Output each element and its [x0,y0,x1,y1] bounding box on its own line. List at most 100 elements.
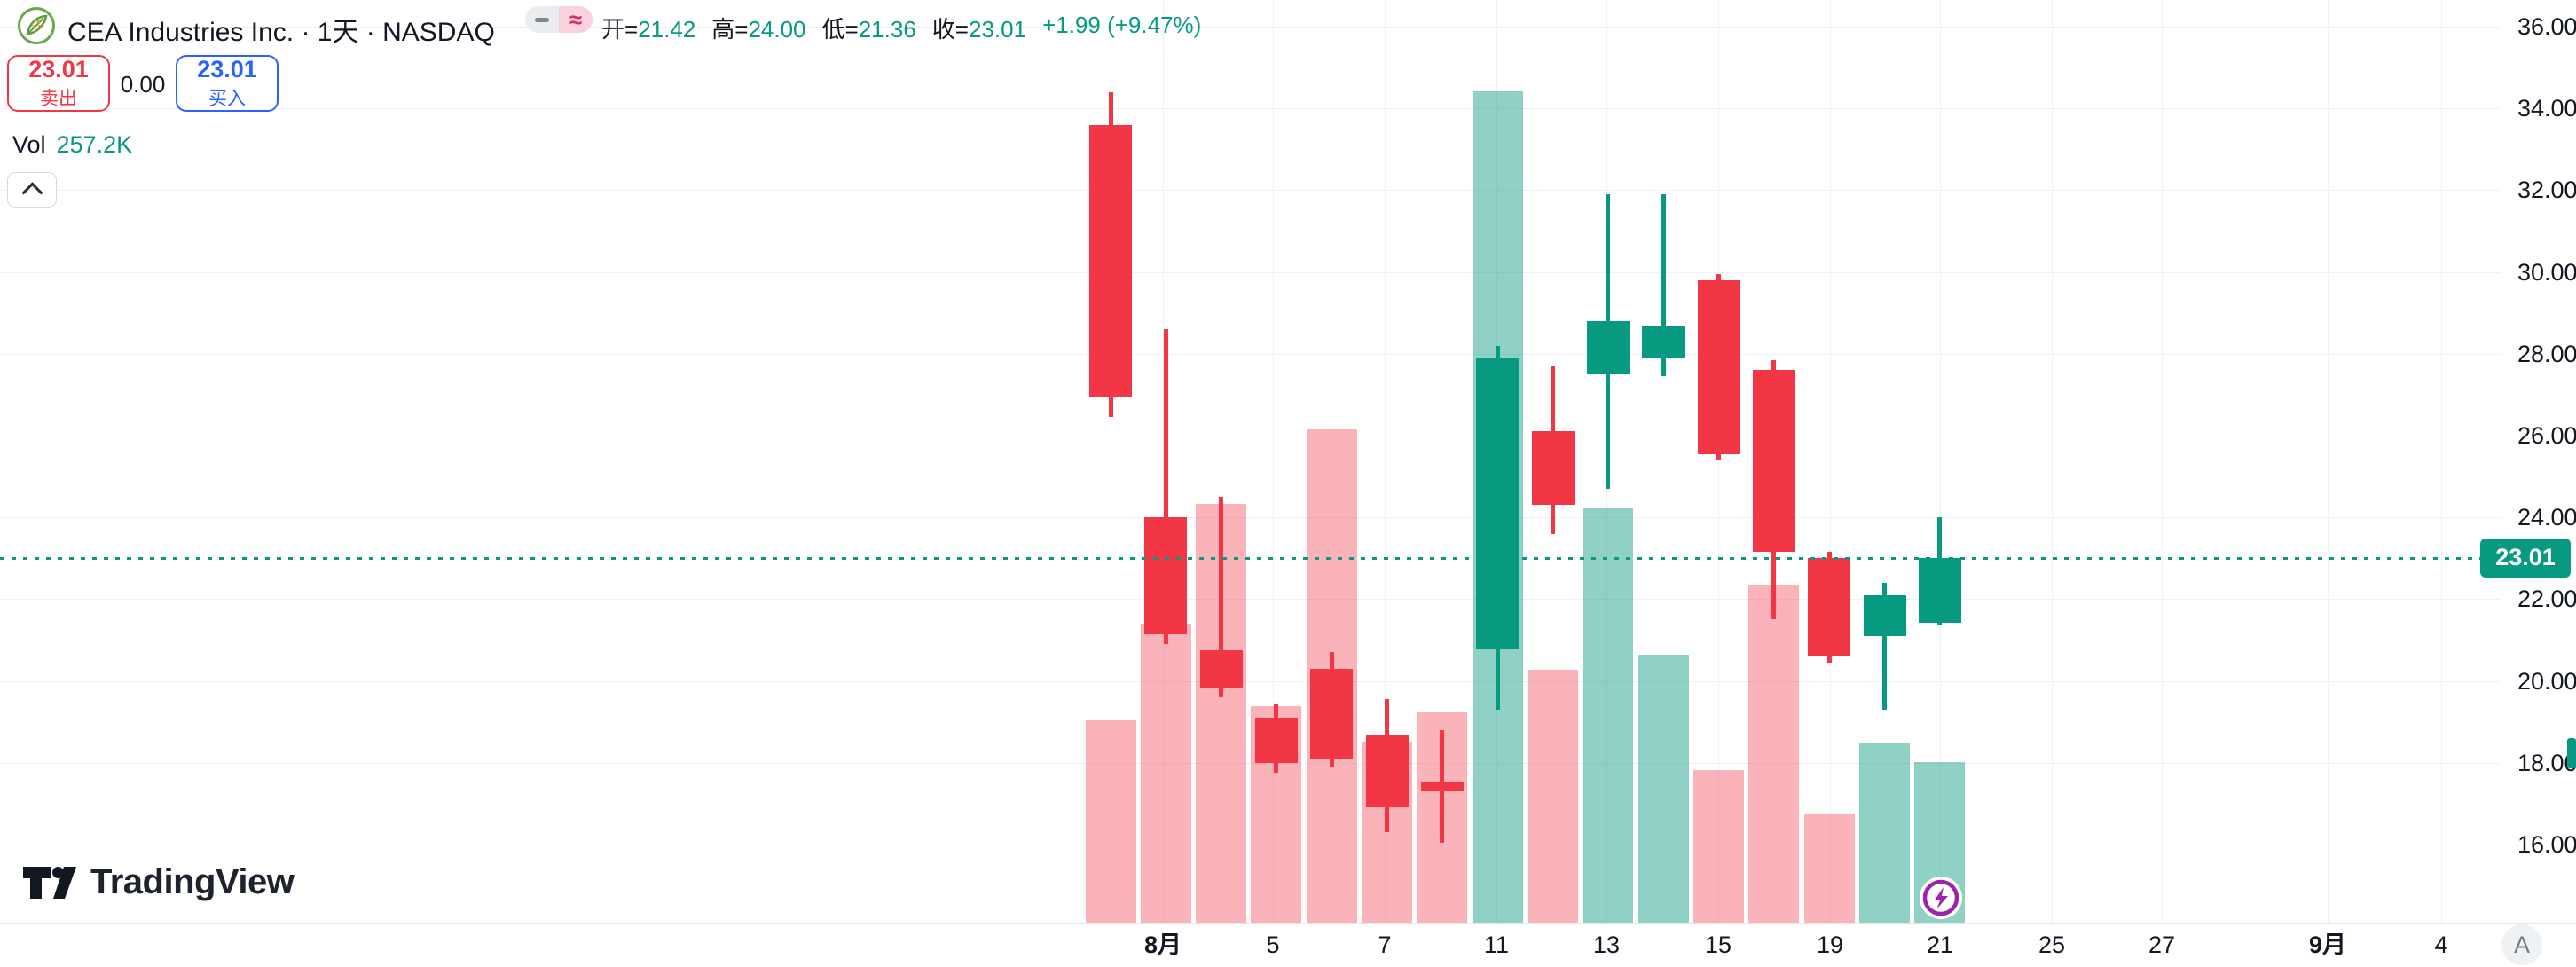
high-label: 高= [711,16,749,43]
v-gridline [1385,0,1386,923]
h-gridline [0,599,2501,601]
volume-bar [1528,669,1579,923]
time-tick-label: 5 [1266,932,1280,958]
h-gridline [0,762,2501,764]
chart-style-pills: ≈ [525,6,593,33]
candle-body [1199,650,1243,688]
open-value: 21.42 [638,16,696,43]
dash-icon [535,17,549,22]
price-tick-label: 32.00 [2517,177,2576,204]
candle-body [1586,320,1630,374]
candle-body [1310,668,1354,759]
volume-value: 257.2K [56,131,133,158]
chevron-up-icon [20,181,43,203]
high-value: 24.00 [748,16,806,43]
spread-value: 0.00 [120,71,166,98]
close-label: 收= [931,16,969,43]
candle-wick [1163,329,1168,645]
auto-scale-button[interactable]: A [2501,924,2542,965]
v-gridline [2328,0,2329,923]
price-tick-label: 28.00 [2517,340,2576,367]
h-gridline [0,271,2501,273]
low-value: 21.36 [858,16,916,43]
price-tick-label: 22.00 [2517,586,2576,613]
symbol-logo-icon[interactable] [18,7,55,44]
v-gridline [2052,0,2053,923]
collapse-panel-button[interactable] [7,172,57,208]
volume-bar [1140,623,1191,923]
h-gridline [0,27,2501,28]
candle-body [1144,517,1188,634]
tradingview-logo-icon [23,866,76,899]
tradingview-logo-text: TradingView [90,862,295,901]
volume-readout: Vol 257.2K [12,131,132,159]
price-tick-label: 24.00 [2517,504,2576,531]
v-gridline [1718,0,1719,923]
candle-wick [1661,194,1666,377]
symbol-title[interactable]: CEA Industries Inc. · 1天 · NASDAQ [67,18,495,47]
v-gridline [1940,0,1941,923]
axis-scroll-indicator [2567,738,2576,768]
volume-bar [1859,743,1911,923]
tradingview-watermark[interactable]: TradingView [21,862,295,902]
h-gridline [0,680,2501,682]
candle-body [1752,370,1795,553]
sell-button[interactable]: 23.01 卖出 [7,55,110,112]
candle-body [1365,734,1409,808]
candle-body [1089,124,1132,397]
buy-price: 23.01 [197,56,257,83]
h-gridline [0,353,2501,355]
volume-bar [1637,654,1689,923]
candle-wick [1219,497,1224,698]
v-gridline [1830,0,1831,923]
candle-body [1254,718,1298,763]
price-tick-label: 36.00 [2517,13,2576,40]
v-gridline [2441,0,2442,923]
v-gridline [2162,0,2163,923]
low-label: 低= [821,16,859,43]
boost-button[interactable] [1919,876,1963,920]
volume-bar [1803,814,1855,923]
volume-bar [1748,585,1800,923]
change-value: +1.99 (+9.47%) [1042,12,1202,38]
candle-body [1918,557,1961,624]
candle-body [1642,325,1685,358]
candle-body [1531,431,1575,506]
buy-label: 买入 [208,89,246,109]
volume-label: Vol [12,131,46,158]
last-price-label: 23.01 [2480,538,2571,578]
last-price-line [0,556,2501,560]
close-value: 23.01 [968,16,1027,43]
ohlc-readout: 开=21.42 高=24.00 低=21.36 收=23.01 +1.99 (+… [601,12,1201,44]
price-tick-label: 34.00 [2517,95,2576,122]
time-tick-label: 13 [1592,932,1621,958]
time-tick-label: 21 [1926,932,1954,958]
time-tick-label: 9月 [2308,932,2347,958]
candle-body [1697,279,1740,454]
sell-label: 卖出 [40,89,77,109]
price-tick-label: 30.00 [2517,258,2576,286]
price-tick-label: 26.00 [2517,422,2576,449]
time-tick-label: 25 [2038,932,2066,958]
time-tick-label: 4 [2434,932,2448,958]
v-gridline [1273,0,1274,923]
candle-body [1476,358,1520,649]
h-gridline [0,108,2501,110]
candle-body [1420,781,1464,792]
candle-body [1863,594,1906,636]
buy-button[interactable]: 23.01 买入 [176,55,279,112]
time-tick-label: 11 [1483,932,1510,958]
price-tick-label: 20.00 [2517,667,2576,695]
lightning-icon [1920,877,1962,919]
volume-bar [1583,508,1634,923]
price-tick-label: 16.00 [2517,831,2576,858]
time-tick-label: 27 [2148,932,2176,958]
time-tick-label: 15 [1704,932,1732,958]
sell-price: 23.01 [28,56,89,83]
wave-pill-button[interactable]: ≈ [559,6,593,33]
candle-wick [1882,582,1888,710]
time-tick-label: 8月 [1143,932,1182,958]
minimize-pill-button[interactable] [525,6,559,33]
h-gridline [0,517,2501,519]
